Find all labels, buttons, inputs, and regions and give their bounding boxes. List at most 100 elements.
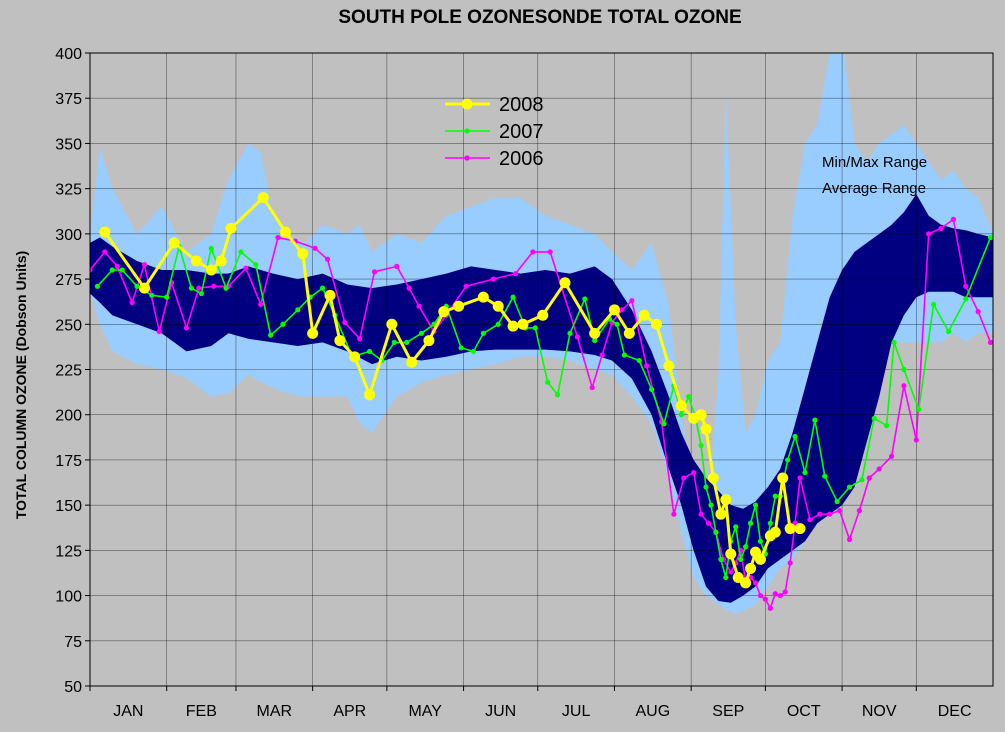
data-point-2007 <box>198 290 204 297</box>
data-point-2007 <box>295 307 301 313</box>
legend-item-2006: 2006 <box>445 148 544 170</box>
data-point-2007 <box>812 417 818 423</box>
data-point-2008 <box>406 356 418 368</box>
data-point-2007 <box>554 392 561 398</box>
data-point-2007 <box>916 406 922 412</box>
data-point-2007 <box>772 493 778 499</box>
data-point-2006 <box>777 592 783 599</box>
band-annotations: Min/Max Range Average Range <box>822 154 927 197</box>
data-point-2007 <box>223 285 229 291</box>
data-point-2007 <box>545 379 551 385</box>
data-point-2006 <box>691 469 697 476</box>
data-point-2007 <box>747 520 754 526</box>
data-point-2007 <box>470 348 477 355</box>
y-tick-label: 325 <box>55 182 82 199</box>
data-point-2007 <box>834 498 840 505</box>
data-point-2006 <box>490 276 496 282</box>
data-point-2007 <box>661 421 667 427</box>
data-point-2008 <box>794 523 806 535</box>
data-point-2006 <box>156 328 162 335</box>
legend-item-2007: 2007 <box>445 121 544 143</box>
data-point-2007 <box>698 442 704 449</box>
data-point-2006 <box>90 267 93 273</box>
data-point-2008 <box>507 320 519 332</box>
data-point-2006 <box>807 517 813 523</box>
data-point-2006 <box>926 231 932 237</box>
data-point-2006 <box>782 589 788 595</box>
data-point-2008 <box>638 309 650 321</box>
data-point-2008 <box>707 472 719 484</box>
data-point-2006 <box>599 352 605 358</box>
data-point-2006 <box>757 592 764 599</box>
data-point-2007 <box>757 538 764 544</box>
data-point-2007 <box>963 296 969 302</box>
data-point-2006 <box>817 511 823 517</box>
legend-swatch-marker <box>464 128 470 134</box>
data-point-2008 <box>675 400 687 412</box>
data-point-2007 <box>119 267 125 273</box>
axes: 50 75 100 125 150 175 200 225 250 275 300 325 350 375… <box>55 46 994 720</box>
data-point-2007 <box>884 422 890 429</box>
data-point-2007 <box>871 415 877 421</box>
x-tick-label: MAY <box>408 703 442 720</box>
data-point-2008 <box>589 327 601 339</box>
data-point-2008 <box>777 472 789 484</box>
data-point-2006 <box>762 596 768 602</box>
data-point-2007 <box>785 457 791 463</box>
data-point-2006 <box>888 453 895 459</box>
data-point-2006 <box>530 249 536 255</box>
data-point-2007 <box>752 502 759 508</box>
x-tick-label: JUL <box>562 703 591 720</box>
data-point-2006 <box>589 384 595 391</box>
y-tick-label: 150 <box>55 498 82 515</box>
y-tick-label: 225 <box>55 363 82 380</box>
data-point-2008 <box>334 335 346 347</box>
data-point-2006 <box>752 580 759 586</box>
data-point-2007 <box>846 484 853 490</box>
x-tick-label: JUN <box>485 703 516 720</box>
y-tick-label: 375 <box>55 91 82 108</box>
y-tick-label: 350 <box>55 136 82 153</box>
data-point-2006 <box>324 256 331 262</box>
data-point-2008 <box>651 318 663 330</box>
data-point-2006 <box>975 309 981 315</box>
data-point-2007 <box>391 339 397 345</box>
x-tick-label: FEB <box>186 703 217 720</box>
data-point-2008 <box>453 300 465 312</box>
data-point-2006 <box>357 336 363 342</box>
data-point-2007 <box>134 283 140 289</box>
data-point-2007 <box>743 544 749 550</box>
data-point-2007 <box>567 330 573 336</box>
chart-title: SOUTH POLE OZONESONDE TOTAL OZONE <box>338 7 741 28</box>
data-point-2007 <box>931 301 937 307</box>
data-point-2008 <box>324 289 336 301</box>
data-point-2008 <box>297 248 309 260</box>
data-point-2006 <box>792 520 798 526</box>
data-point-2007 <box>678 412 684 418</box>
legend-swatch-marker <box>464 155 470 161</box>
data-point-2007 <box>636 357 642 364</box>
x-tick-label: JAN <box>113 703 143 720</box>
data-point-2006 <box>938 225 944 232</box>
x-tick-label: OCT <box>787 703 821 720</box>
data-point-2007 <box>532 325 538 331</box>
data-point-2006 <box>772 591 778 597</box>
data-point-2008 <box>190 255 202 267</box>
data-point-2007 <box>458 345 464 351</box>
data-point-2006 <box>394 263 400 270</box>
data-point-2007 <box>188 285 195 291</box>
data-point-2006 <box>913 437 919 443</box>
data-point-2006 <box>196 285 202 291</box>
data-point-2008 <box>99 226 111 238</box>
legend-label: 2008 <box>499 94 544 116</box>
data-point-2008 <box>537 309 549 321</box>
y-tick-label: 125 <box>55 543 82 560</box>
data-point-2008 <box>205 264 217 276</box>
data-point-2007 <box>802 469 808 476</box>
data-point-2006 <box>950 216 957 222</box>
data-point-2007 <box>404 339 410 345</box>
y-tick-label: 300 <box>55 227 82 244</box>
series-2007 <box>94 234 993 581</box>
data-point-2006 <box>767 605 773 611</box>
x-tick-label: MAR <box>257 703 293 720</box>
